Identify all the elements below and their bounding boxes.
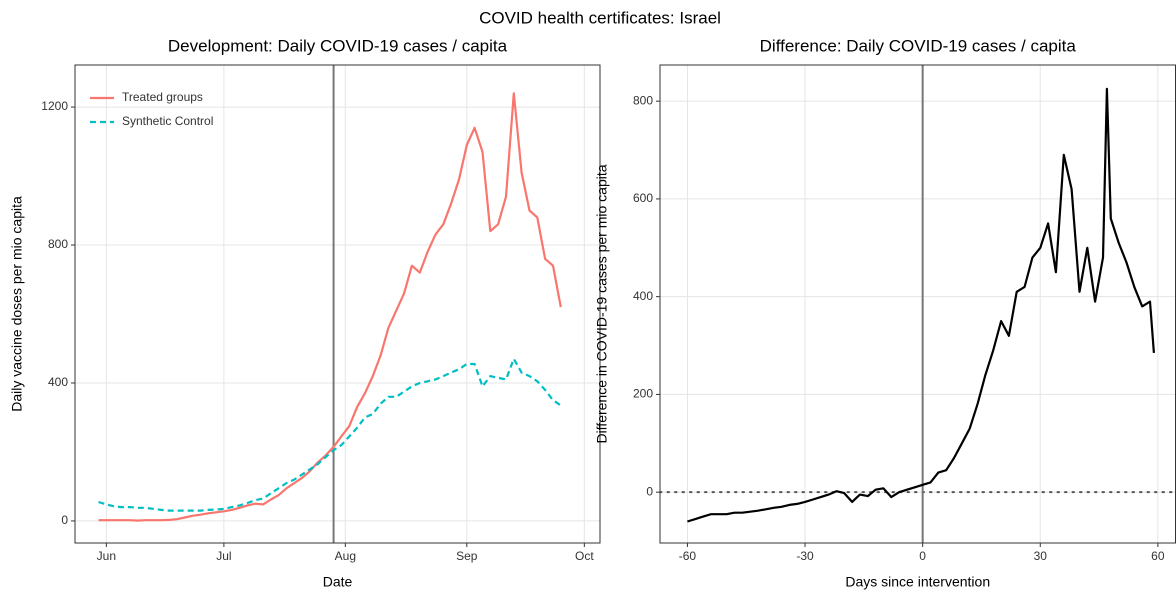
y-tick-label: 600 [633, 191, 653, 205]
x-tick-label: Jul [216, 549, 231, 563]
y-axis-label: Daily vaccine doses per mio capita [9, 196, 25, 412]
plot-area [75, 65, 600, 543]
y-tick-label: 400 [48, 375, 68, 389]
x-tick-label: 30 [1034, 549, 1048, 563]
figure-title: COVID health certificates: Israel [479, 8, 721, 27]
x-tick-label: Oct [575, 549, 594, 563]
y-tick-label: 800 [48, 237, 68, 251]
data-line [687, 87, 1155, 523]
y-tick-label: 0 [61, 513, 68, 527]
data-line [98, 92, 562, 522]
plot-area [660, 65, 1176, 543]
x-tick-label: 60 [1151, 549, 1165, 563]
y-tick-label: 200 [633, 387, 653, 401]
chart-title: Development: Daily COVID-19 cases / capi… [168, 36, 508, 55]
y-axis-label: Difference in COVID-19 cases per mio cap… [594, 164, 610, 443]
y-tick-label: 1200 [41, 99, 68, 113]
y-tick-label: 800 [633, 93, 653, 107]
chart-title: Difference: Daily COVID-19 cases / capit… [760, 36, 1077, 55]
x-tick-label: 0 [919, 549, 926, 563]
x-axis-label: Date [323, 574, 353, 590]
legend-label: Synthetic Control [122, 114, 213, 128]
x-axis-label: Days since intervention [845, 574, 990, 590]
y-tick-label: 400 [633, 289, 653, 303]
x-tick-label: -60 [679, 549, 697, 563]
data-line [98, 357, 562, 512]
y-tick-label: 0 [646, 484, 653, 498]
x-tick-label: Jun [97, 549, 116, 563]
x-tick-label: Aug [335, 549, 356, 563]
legend-label: Treated groups [122, 90, 203, 104]
x-tick-label: Sep [456, 549, 478, 563]
plot-border [74, 64, 601, 544]
x-tick-label: -30 [796, 549, 814, 563]
